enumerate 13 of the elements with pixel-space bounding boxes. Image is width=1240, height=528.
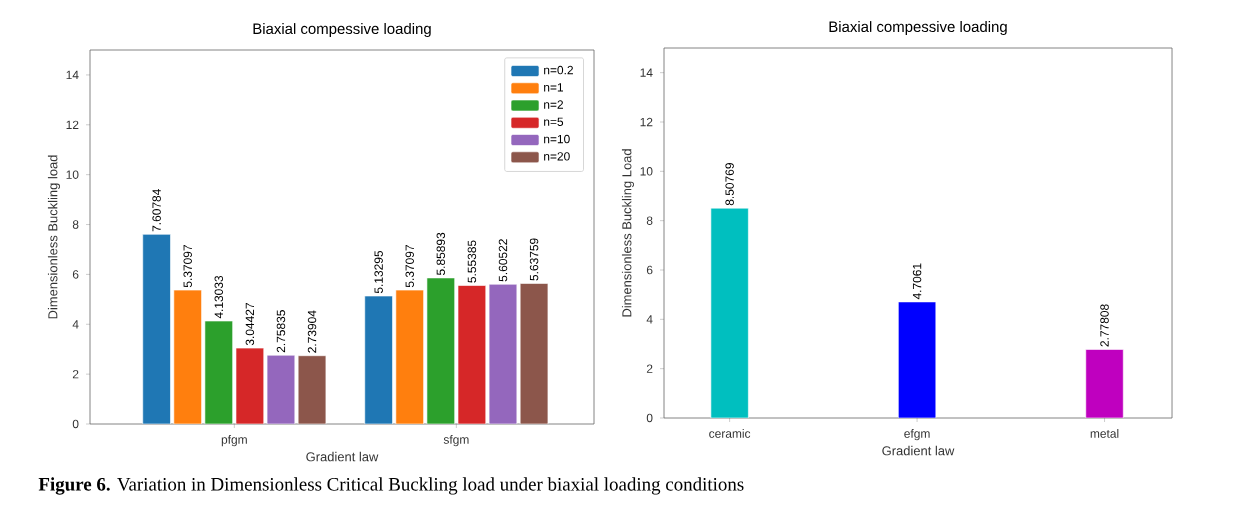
bar [235,347,265,424]
bar [426,277,455,424]
bar [395,289,424,424]
bar [457,285,487,424]
bar [297,355,327,424]
bar [142,234,171,424]
bar [173,289,202,424]
bar [519,283,549,424]
bar [488,283,518,424]
bar [266,354,296,424]
bar [364,295,393,424]
bar [204,320,233,424]
text: Figure 6. Variation in Dimensionless Critical Buckling load under biaxial loading conditions [38,477,744,495]
